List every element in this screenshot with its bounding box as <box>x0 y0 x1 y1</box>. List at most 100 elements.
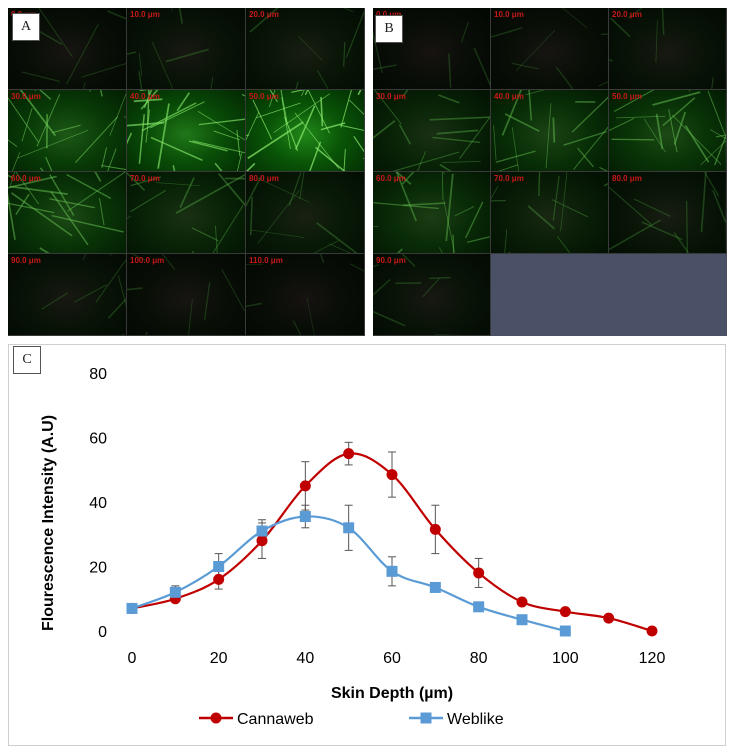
x-tick-label: 80 <box>470 650 488 667</box>
panel-b-fiber-texture <box>373 90 490 171</box>
panel-a-fiber-texture <box>8 172 126 253</box>
panel-b-label: B <box>375 15 403 43</box>
panel-b-fiber-texture <box>493 90 608 171</box>
weblike-legend-label: Weblike <box>447 711 504 728</box>
panel-a-tile: 20.0 μm <box>246 8 365 90</box>
y-tick-label: 0 <box>98 624 107 641</box>
panel-b-depth-label: 80.0 μm <box>612 174 642 183</box>
panel-b-fiber-texture <box>491 172 608 253</box>
panel-b-tile: 40.0 μm <box>491 90 609 172</box>
panel-c-label: C <box>13 346 41 374</box>
x-tick-label: 40 <box>296 650 314 667</box>
panel-b-empty-tile <box>609 254 727 336</box>
panel-a-tile: 110.0 μm <box>246 254 365 336</box>
y-tick-label: 80 <box>89 366 107 383</box>
panel-b-fiber-texture <box>373 172 490 253</box>
panel-a-tile: 10.0 μm <box>127 8 246 90</box>
panel-a-tile: 60.0 μm <box>8 172 127 254</box>
weblike-point <box>343 522 355 534</box>
cannaweb-legend-label: Cannaweb <box>237 711 314 728</box>
cannaweb-point <box>516 596 528 608</box>
panel-a-depth-label: 110.0 μm <box>249 256 283 265</box>
x-axis-label: Skin Depth (µm) <box>331 685 453 702</box>
panel-a-fiber-texture <box>127 90 245 171</box>
panel-a-fiber-texture <box>127 254 245 335</box>
panel-a-depth-label: 30.0 μm <box>11 92 41 101</box>
panel-a-tile: 30.0 μm <box>8 90 127 172</box>
panel-b-fiber-texture <box>609 172 726 253</box>
y-tick-label: 20 <box>89 560 107 577</box>
y-tick-label: 40 <box>89 495 107 512</box>
panel-a-tile: 50.0 μm <box>246 90 365 172</box>
panel-a-tile: 40.0 μm <box>127 90 246 172</box>
panel-b-depth-label: 30.0 μm <box>376 92 406 101</box>
cannaweb-point <box>343 448 355 460</box>
chart-container: Flourescence Intensity (A.U) Skin Depth … <box>8 344 726 746</box>
panel-b-tile: 80.0 μm <box>609 172 727 254</box>
panel-a-fiber-texture <box>127 172 245 253</box>
panel-b-empty-tile <box>491 254 609 336</box>
panel-b-depth-label: 70.0 μm <box>494 174 524 183</box>
panel-b-fiber-texture <box>609 90 726 166</box>
weblike-point <box>429 581 441 593</box>
y-tick-label: 60 <box>89 431 107 448</box>
panel-a-fiber-texture <box>246 172 358 253</box>
panel-a-depth-label: 20.0 μm <box>249 10 279 19</box>
cannaweb-point <box>646 625 658 637</box>
cannaweb-point <box>386 469 398 481</box>
panel-b-depth-label: 90.0 μm <box>376 256 406 265</box>
panel-a-fiber-texture <box>246 90 364 171</box>
panel-a-fiber-texture <box>8 90 126 171</box>
panel-a-depth-label: 10.0 μm <box>130 10 160 19</box>
panel-a-tile: 80.0 μm <box>246 172 365 254</box>
cannaweb-point <box>429 523 441 535</box>
weblike-point <box>256 525 268 537</box>
fluorescence-chart: Flourescence Intensity (A.U) Skin Depth … <box>40 366 666 728</box>
panel-a-fiber-texture <box>246 254 364 335</box>
panel-b-fiber-texture <box>373 254 463 335</box>
panel-a-depth-label: 50.0 μm <box>249 92 279 101</box>
weblike-point <box>516 614 528 626</box>
x-tick-label: 60 <box>383 650 401 667</box>
panel-a-depth-label: 40.0 μm <box>130 92 160 101</box>
cannaweb-legend-marker <box>210 712 222 724</box>
microscopy-panel-b: 0.0 μm 10.0 μm 20.0 μm 30.0 μm 40.0 μm 50.0 μ… <box>373 8 727 336</box>
x-tick-label: 120 <box>639 650 666 667</box>
panel-b-tile: 90.0 μm <box>373 254 491 336</box>
x-tick-label: 20 <box>210 650 228 667</box>
cannaweb-point <box>256 535 268 547</box>
panel-a-tile: 100.0 μm <box>127 254 246 336</box>
x-tick-label: 100 <box>552 650 579 667</box>
panel-b-tile: 50.0 μm <box>609 90 727 172</box>
cannaweb-point <box>473 567 485 579</box>
weblike-point <box>386 565 398 577</box>
panel-a-label: A <box>12 13 40 41</box>
weblike-legend-marker <box>420 712 432 724</box>
weblike-point <box>169 586 181 598</box>
panel-a-fiber-texture <box>249 8 364 89</box>
panel-a-depth-label: 100.0 μm <box>130 256 165 265</box>
panel-b-depth-label: 0.0 μm <box>376 10 401 19</box>
weblike-point <box>126 602 138 614</box>
panel-a-depth-label: 70.0 μm <box>130 174 160 183</box>
panel-b-depth-label: 50.0 μm <box>612 92 642 101</box>
panel-a-fiber-texture <box>41 254 126 335</box>
panel-b-fiber-texture <box>609 8 726 89</box>
panel-b-depth-label: 20.0 μm <box>612 10 642 19</box>
cannaweb-point <box>213 573 225 585</box>
panel-b-depth-label: 10.0 μm <box>494 10 524 19</box>
panel-a-fiber-texture <box>127 8 214 89</box>
panel-b-tile: 10.0 μm <box>491 8 609 90</box>
weblike-point <box>299 511 311 523</box>
cannaweb-point <box>559 606 571 618</box>
weblike-point <box>473 601 485 613</box>
panel-b-depth-label: 40.0 μm <box>494 92 524 101</box>
panel-b-tile: 60.0 μm <box>373 172 491 254</box>
panel-a-fiber-texture <box>21 8 126 89</box>
x-tick-label: 0 <box>128 650 137 667</box>
panel-b-fiber-texture <box>491 8 608 89</box>
panel-b-tile: 30.0 μm <box>373 90 491 172</box>
weblike-point <box>213 561 225 572</box>
panel-b-depth-label: 60.0 μm <box>376 174 406 183</box>
